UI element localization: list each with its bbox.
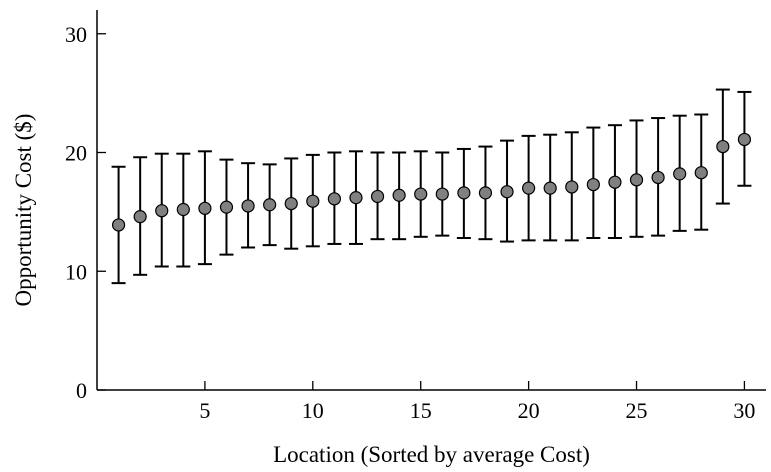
data-point — [673, 167, 687, 181]
data-point — [306, 194, 320, 208]
data-point — [478, 186, 493, 200]
data-point — [716, 139, 730, 154]
x-tick-label: 25 — [626, 398, 648, 423]
data-point — [737, 132, 752, 147]
data-point — [327, 192, 341, 206]
x-tick-label: 5 — [199, 398, 210, 423]
x-tick-label: 10 — [302, 398, 324, 423]
y-tick-label: 10 — [65, 259, 87, 284]
data-point — [586, 177, 600, 192]
axes-frame — [96, 10, 766, 391]
data-point — [176, 202, 190, 217]
data-points — [111, 132, 752, 232]
data-point — [263, 198, 277, 212]
error-bars — [111, 88, 752, 285]
y-tick-label: 30 — [65, 22, 87, 47]
y-axis-ticks: 0 10 20 30 — [65, 22, 106, 403]
y-axis-label: Opportunity Cost ($) — [11, 114, 36, 307]
data-point — [155, 204, 169, 218]
data-point — [198, 201, 212, 215]
data-point — [608, 175, 622, 189]
y-tick-label: 20 — [65, 141, 87, 166]
x-tick-label: 15 — [410, 398, 432, 423]
data-point — [111, 218, 126, 232]
data-point — [219, 200, 234, 214]
data-point — [500, 185, 514, 199]
data-point — [629, 173, 644, 187]
data-point — [392, 188, 406, 202]
data-point — [349, 191, 363, 205]
x-axis-label: Location (Sorted by average Cost) — [273, 442, 590, 467]
x-tick-label: 30 — [733, 398, 755, 423]
data-point — [694, 166, 708, 180]
data-point — [522, 181, 536, 195]
data-point — [565, 180, 579, 194]
data-point — [435, 187, 449, 201]
data-point — [133, 210, 147, 224]
x-axis-ticks: 5 10 15 20 25 30 — [199, 381, 755, 423]
data-point — [651, 170, 665, 185]
data-point — [543, 181, 557, 195]
data-point — [457, 186, 471, 200]
data-point — [284, 196, 298, 211]
data-point — [241, 199, 255, 213]
data-point — [370, 189, 385, 204]
x-tick-label: 20 — [518, 398, 540, 423]
y-tick-label: 0 — [76, 378, 87, 403]
data-point — [414, 187, 428, 201]
